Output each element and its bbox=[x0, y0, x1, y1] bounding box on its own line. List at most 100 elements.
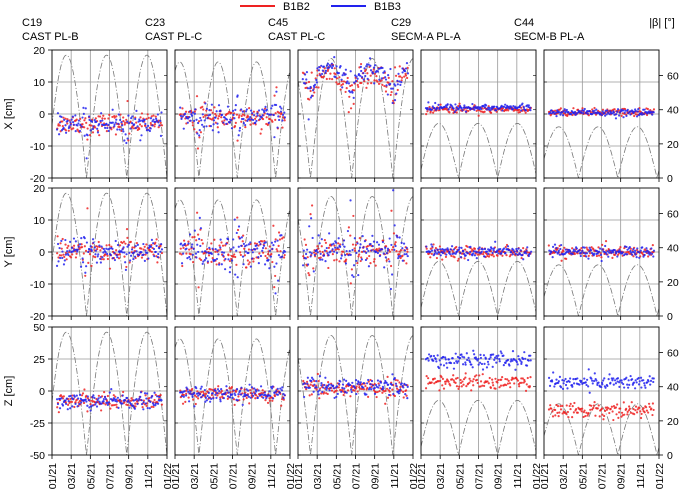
point-b1b2 bbox=[350, 268, 353, 271]
point-b1b2 bbox=[193, 235, 196, 239]
point-b1b3 bbox=[191, 111, 195, 114]
point-b1b2 bbox=[509, 253, 512, 256]
point-b1b3 bbox=[248, 383, 251, 386]
point-b1b2 bbox=[210, 260, 213, 263]
point-b1b3 bbox=[567, 250, 570, 254]
point-b1b3 bbox=[400, 81, 403, 84]
point-b1b2 bbox=[146, 113, 149, 116]
point-b1b3 bbox=[581, 249, 584, 252]
point-b1b3 bbox=[359, 74, 362, 77]
point-b1b3 bbox=[472, 349, 475, 352]
point-b1b2 bbox=[333, 67, 336, 70]
panel-c29-y bbox=[420, 187, 537, 320]
point-b1b3 bbox=[145, 397, 148, 400]
point-b1b2 bbox=[121, 241, 124, 245]
point-b1b3 bbox=[478, 246, 481, 249]
point-b1b3 bbox=[275, 390, 278, 393]
y-axis-label-y: Y [cm] bbox=[3, 237, 15, 268]
x-tick-label: 01/22 bbox=[654, 463, 666, 489]
point-b1b3 bbox=[129, 254, 133, 257]
point-b1b3 bbox=[332, 242, 335, 245]
point-b1b3 bbox=[530, 250, 533, 253]
point-b1b3 bbox=[276, 387, 279, 390]
point-b1b2 bbox=[310, 393, 313, 396]
point-b1b2 bbox=[196, 211, 199, 214]
beta-angle-curve bbox=[421, 260, 536, 316]
point-b1b2 bbox=[232, 255, 235, 258]
point-b1b3 bbox=[571, 385, 574, 388]
point-b1b2 bbox=[360, 81, 363, 85]
point-b1b2 bbox=[317, 247, 320, 250]
point-b1b2 bbox=[61, 395, 64, 398]
point-b1b3 bbox=[355, 251, 358, 255]
point-b1b2 bbox=[246, 259, 249, 262]
point-b1b2 bbox=[346, 76, 349, 80]
point-b1b3 bbox=[399, 388, 402, 391]
point-b1b3 bbox=[327, 383, 331, 386]
point-b1b3 bbox=[404, 67, 408, 70]
point-b1b2 bbox=[500, 378, 503, 381]
point-b1b2 bbox=[232, 112, 236, 115]
point-b1b2 bbox=[305, 388, 308, 391]
point-b1b3 bbox=[234, 273, 237, 276]
point-b1b2 bbox=[497, 378, 500, 382]
point-b1b2 bbox=[123, 255, 126, 258]
point-b1b3 bbox=[189, 390, 192, 393]
point-b1b2 bbox=[62, 116, 65, 119]
point-b1b3 bbox=[337, 237, 340, 240]
point-b1b3 bbox=[523, 351, 526, 354]
point-b1b2 bbox=[178, 252, 182, 255]
point-b1b3 bbox=[639, 376, 643, 379]
point-b1b2 bbox=[482, 251, 485, 254]
point-b1b3 bbox=[142, 253, 145, 256]
point-b1b3 bbox=[642, 379, 645, 382]
tick-label-right: 20 bbox=[667, 139, 679, 151]
point-b1b3 bbox=[454, 352, 457, 355]
point-b1b3 bbox=[146, 406, 149, 410]
point-b1b2 bbox=[496, 254, 499, 257]
point-b1b3 bbox=[134, 117, 137, 121]
point-b1b3 bbox=[55, 128, 59, 131]
point-b1b3 bbox=[234, 104, 237, 107]
x-tick-label: 11/21 bbox=[266, 463, 278, 489]
point-b1b2 bbox=[215, 114, 218, 117]
point-b1b3 bbox=[156, 395, 159, 398]
point-b1b2 bbox=[405, 394, 408, 397]
point-b1b3 bbox=[85, 400, 88, 403]
point-b1b3 bbox=[403, 249, 407, 252]
point-b1b3 bbox=[83, 237, 86, 240]
point-b1b2 bbox=[323, 391, 326, 394]
panel-content bbox=[298, 56, 413, 178]
point-b1b3 bbox=[640, 386, 643, 389]
point-b1b3 bbox=[243, 245, 247, 248]
point-b1b3 bbox=[88, 248, 91, 251]
point-b1b3 bbox=[273, 265, 276, 268]
point-b1b3 bbox=[494, 240, 497, 243]
point-b1b2 bbox=[402, 396, 405, 399]
point-b1b2 bbox=[197, 233, 200, 236]
point-b1b2 bbox=[338, 76, 341, 79]
point-b1b3 bbox=[222, 251, 226, 254]
x-tick-label: 07/21 bbox=[351, 463, 363, 489]
point-b1b3 bbox=[520, 361, 523, 364]
point-b1b3 bbox=[647, 250, 650, 253]
point-b1b2 bbox=[366, 82, 369, 85]
point-b1b2 bbox=[83, 388, 86, 391]
point-b1b3 bbox=[316, 251, 319, 254]
point-b1b3 bbox=[561, 387, 565, 390]
point-b1b3 bbox=[137, 399, 140, 402]
x-tick-label: 01/21 bbox=[539, 463, 551, 489]
point-b1b3 bbox=[118, 398, 122, 401]
tick-label-right: 0 bbox=[667, 450, 673, 462]
point-b1b3 bbox=[550, 109, 553, 112]
point-b1b3 bbox=[149, 127, 152, 130]
point-b1b2 bbox=[315, 388, 318, 391]
point-b1b3 bbox=[107, 123, 110, 126]
point-b1b3 bbox=[329, 250, 332, 253]
point-b1b2 bbox=[330, 389, 334, 392]
point-b1b3 bbox=[567, 111, 570, 114]
point-b1b2 bbox=[506, 382, 510, 385]
point-b1b3 bbox=[76, 124, 79, 127]
point-b1b2 bbox=[75, 118, 78, 121]
point-b1b3 bbox=[133, 407, 136, 410]
